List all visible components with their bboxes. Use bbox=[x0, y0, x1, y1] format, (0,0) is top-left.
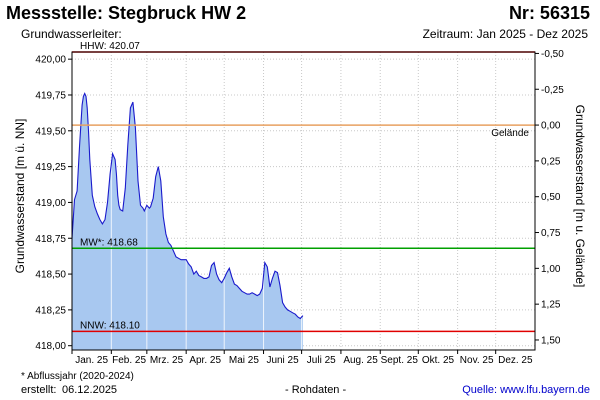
y-tick-label: 419,25 bbox=[35, 162, 66, 173]
x-tick-label: Jan. 25 bbox=[75, 355, 108, 366]
x-tick-label: Okt. 25 bbox=[422, 355, 455, 366]
y-axis-label: Grundwasserstand [m ü. NN] bbox=[13, 119, 27, 274]
x-tick-label: Dez. 25 bbox=[498, 355, 533, 366]
y2-tick-label: 1,00 bbox=[541, 264, 561, 275]
y-tick-label: 419,50 bbox=[35, 126, 66, 137]
series-fill bbox=[72, 93, 303, 350]
x-tick-label: Apr. 25 bbox=[189, 355, 221, 366]
created-label: erstellt: bbox=[21, 384, 57, 396]
y-tick-label: 420,00 bbox=[35, 55, 66, 66]
x-tick-label: Sept. 25 bbox=[381, 355, 419, 366]
x-tick-label: Mai 25 bbox=[229, 355, 259, 366]
x-tick-label: Juni 25 bbox=[266, 355, 299, 366]
chart-title: Messstelle: Stegbruck HW 2 bbox=[6, 3, 247, 23]
y-tick-label: 418,25 bbox=[35, 305, 66, 316]
y-tick-label: 418,50 bbox=[35, 270, 66, 281]
y2-tick-label: 1,50 bbox=[541, 335, 561, 346]
y2-tick-label: -0,50 bbox=[541, 49, 564, 60]
y2-tick-label: 0,50 bbox=[541, 192, 561, 203]
reference-line-label: MW*: 418.68 bbox=[80, 237, 138, 248]
y-tick-label: 419,75 bbox=[35, 90, 66, 101]
raw-data-note: - Rohdaten - bbox=[285, 384, 347, 396]
x-tick-label: Juli 25 bbox=[307, 355, 336, 366]
grid bbox=[72, 52, 535, 350]
plot-frame bbox=[71, 51, 536, 351]
source-link[interactable]: Quelle: www.lfu.bayern.de bbox=[462, 384, 590, 396]
x-tick-label: Mrz. 25 bbox=[150, 355, 184, 366]
y-tick-label: 418,75 bbox=[35, 234, 66, 245]
period-label: Zeitraum: Jan 2025 - Dez 2025 bbox=[422, 27, 588, 41]
y2-tick-label: 0,25 bbox=[541, 156, 561, 167]
y2-tick-label: 0,75 bbox=[541, 228, 561, 239]
y2-tick-label: 1,25 bbox=[541, 300, 561, 311]
reference-line-label: Gelände bbox=[491, 128, 529, 139]
x-tick-label: Nov. 25 bbox=[460, 355, 494, 366]
series-line bbox=[71, 92, 304, 320]
created-date: 06.12.2025 bbox=[62, 384, 118, 396]
station-number: Nr: 56315 bbox=[508, 3, 590, 23]
aquifer-label: Grundwasserleiter: bbox=[21, 27, 122, 41]
reference-line-label: NNW: 418.10 bbox=[80, 320, 140, 331]
y-tick-label: 418,00 bbox=[35, 341, 66, 352]
series-area bbox=[71, 92, 304, 350]
y-tick-label: 419,00 bbox=[35, 198, 66, 209]
footnote: * Abflussjahr (2020-2024) bbox=[21, 371, 134, 382]
x-tick-label: Aug. 25 bbox=[343, 355, 378, 366]
x-tick-label: Feb. 25 bbox=[112, 355, 146, 366]
y2-tick-label: -0,25 bbox=[541, 85, 564, 96]
x-axis-ticks: Jan. 25 Feb. 25 Mrz. 25 Apr. 25 Mai 25 Juni 2… bbox=[71, 350, 533, 366]
y2-tick-label: 0,00 bbox=[541, 121, 561, 132]
reference-line-label: HHW: 420.07 bbox=[80, 41, 140, 52]
y-axis-right-ticks: -0,50 -0,25 0,00 0,25 0,50 0,75 1,00 1,25 1,50 bbox=[535, 49, 564, 346]
y-axis-left-ticks: 418,00 418,25 418,50 418,75 419,00 419,25 419,… bbox=[35, 55, 72, 352]
y2-axis-label: Grundwasserstand [m u. Gelände] bbox=[573, 105, 587, 288]
